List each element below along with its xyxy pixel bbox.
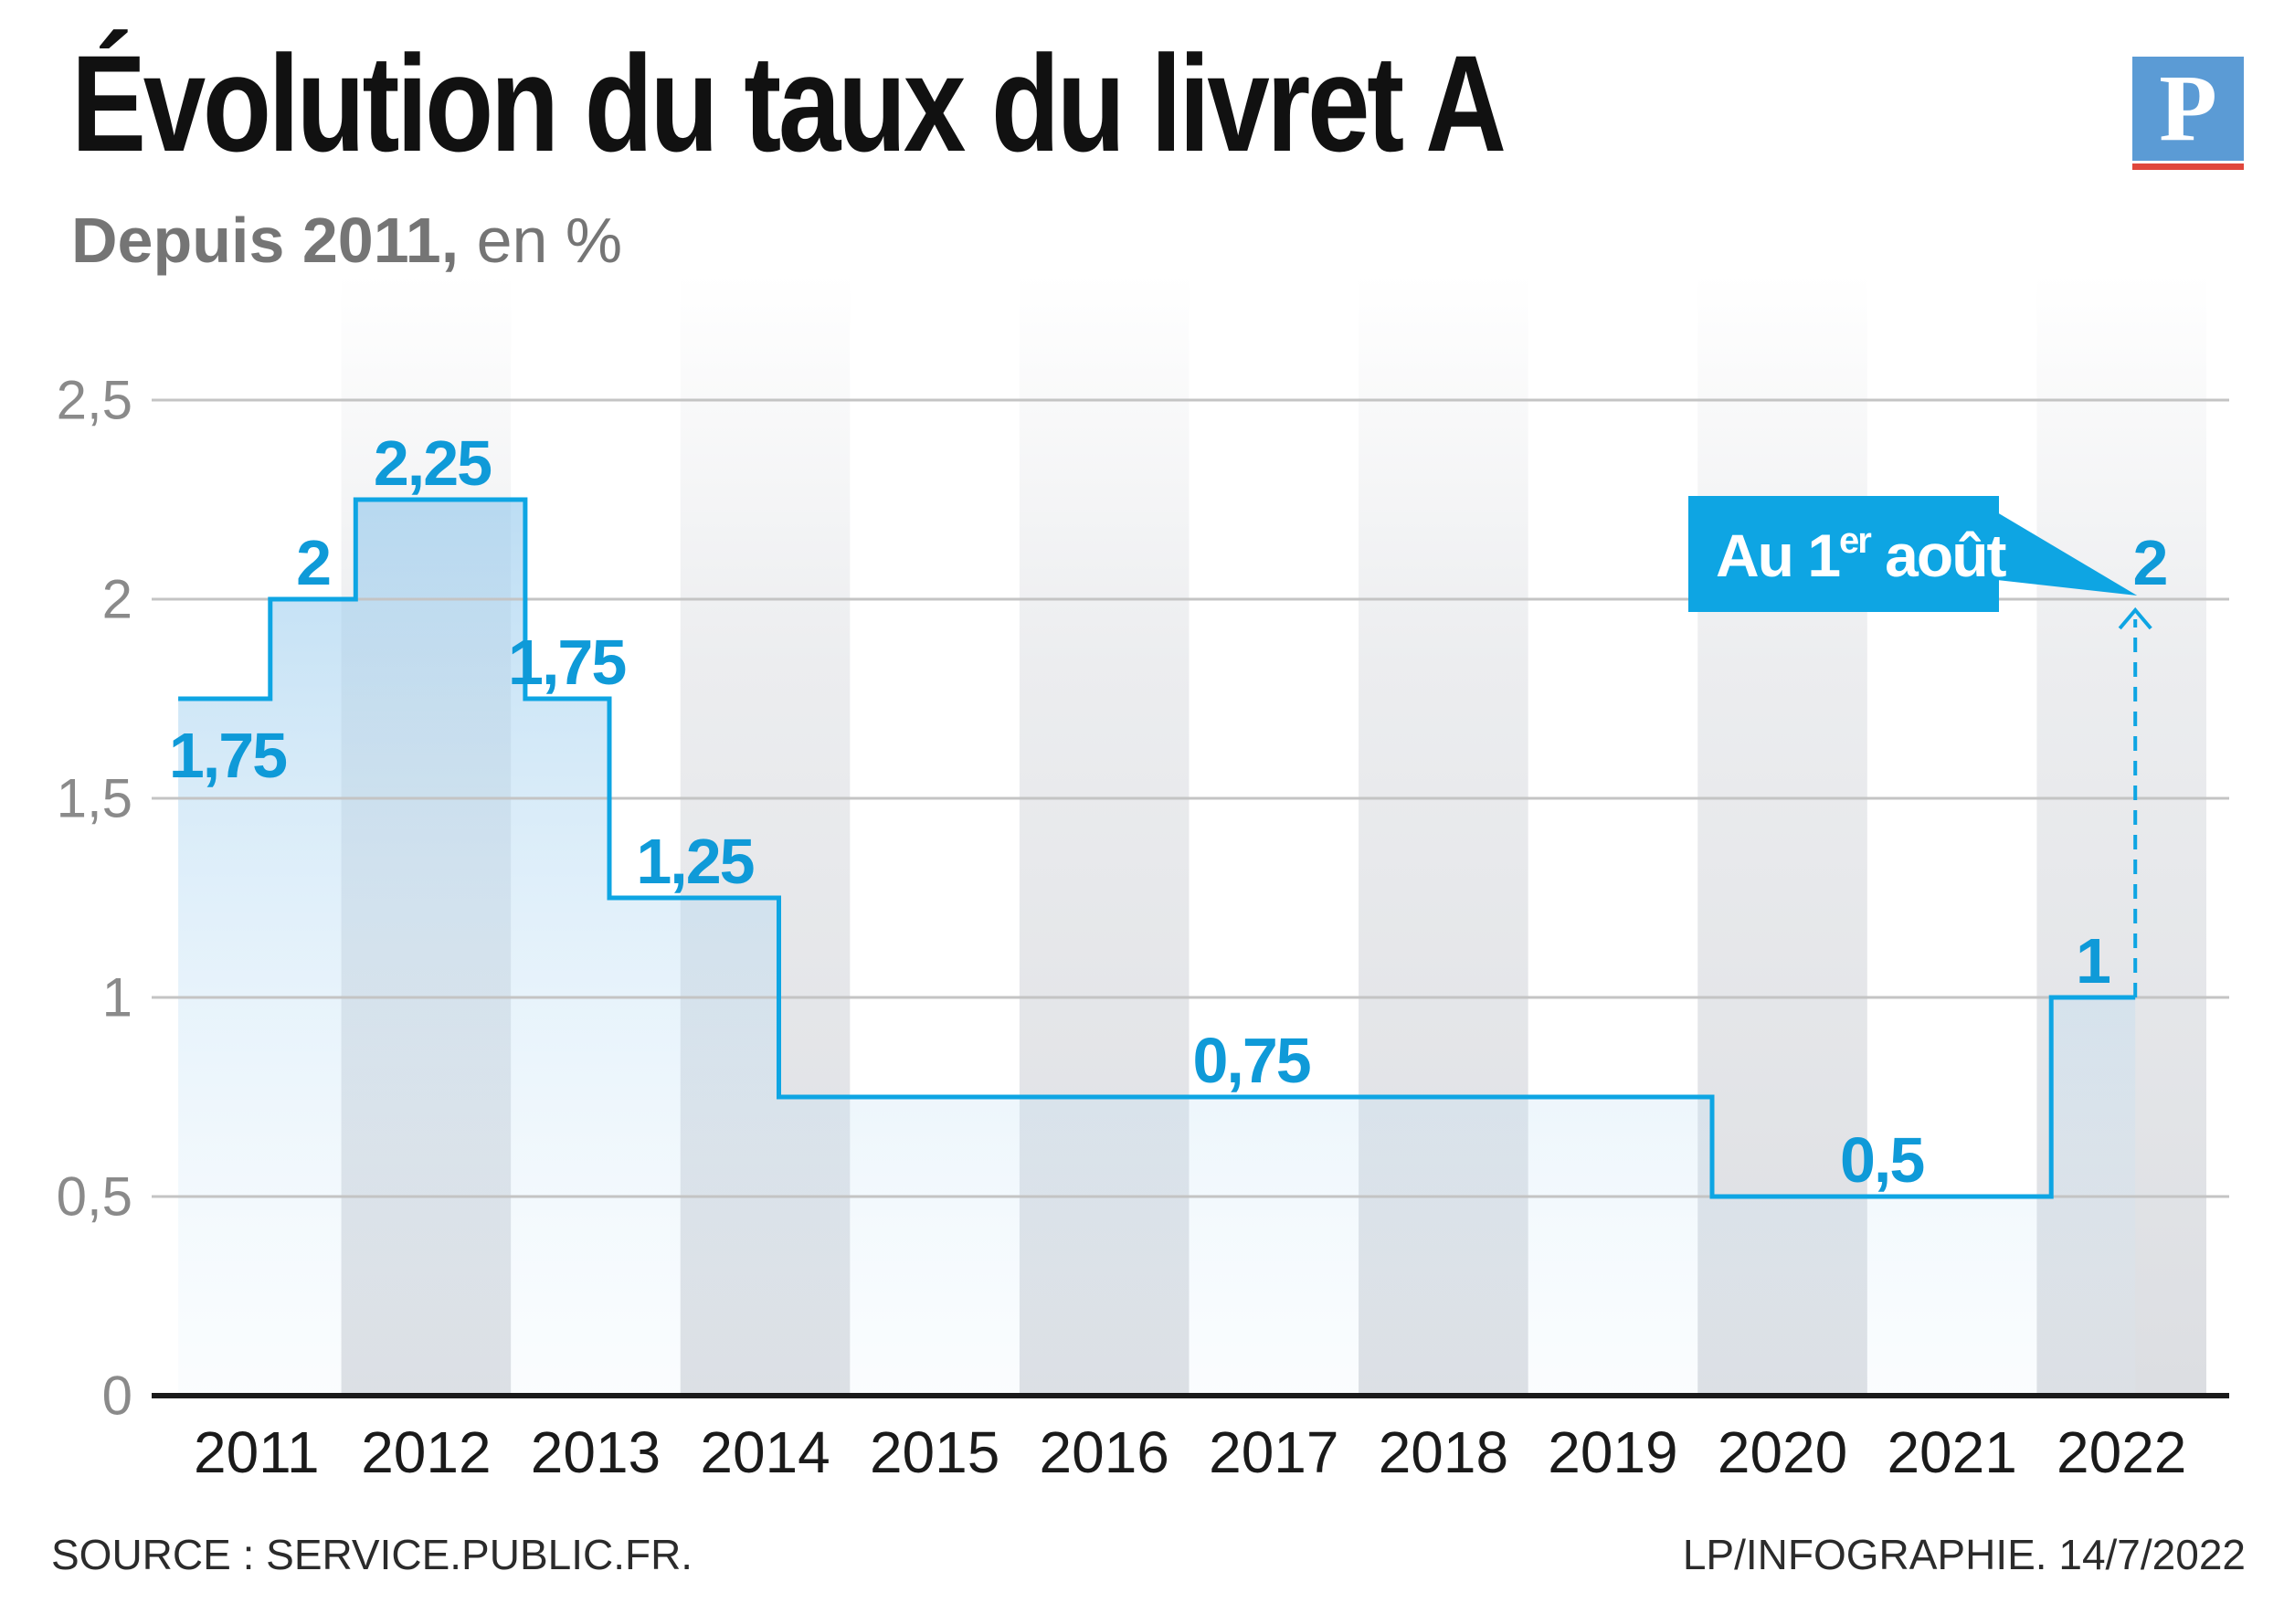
callout-text-end: août: [1870, 522, 2007, 589]
callout-pointer: [1997, 512, 2138, 596]
y-tick-label: 0: [102, 1366, 132, 1427]
x-tick-label: 2022: [2057, 1419, 2186, 1485]
projection-arrowhead: [2118, 606, 2152, 630]
callout-text: Au 1er août: [1716, 521, 2007, 589]
x-tick-label: 2017: [1209, 1419, 1338, 1485]
y-tick-label: 1: [102, 967, 132, 1028]
x-tick-labels: 2011 2012 2013 2014 2015 2016 2017 2018 2019 2020…: [194, 1419, 2186, 1485]
x-tick-label: 2015: [870, 1419, 999, 1485]
callout-text-main: Au 1: [1716, 522, 1839, 589]
data-label: 2,25: [374, 427, 491, 499]
data-label: 1: [2076, 925, 2110, 997]
y-tick-labels: 0 0,5 1 1,5 2 2,5: [57, 370, 132, 1427]
x-tick-label: 2021: [1887, 1419, 2016, 1485]
x-tick-label: 2018: [1379, 1419, 1508, 1485]
series-lines: [178, 497, 2152, 1199]
publisher-logo: P: [2132, 57, 2244, 161]
callout-box: [1688, 496, 1999, 612]
annotations: Au 1er août: [1688, 496, 2138, 612]
chart-title: Évolution du taux du livret A: [71, 26, 1507, 180]
x-tick-label: 2011: [194, 1419, 320, 1485]
y-tick-label: 2: [102, 569, 132, 630]
data-label: 1,75: [508, 627, 625, 698]
data-label: 0,75: [1193, 1025, 1310, 1096]
y-tick-label: 1,5: [57, 768, 132, 829]
subtitle-unit: en %: [459, 205, 623, 276]
data-label: 2: [2133, 527, 2167, 598]
subtitle-bold: Depuis 2011,: [71, 205, 460, 276]
publisher-logo-underline: [2132, 163, 2244, 170]
callout-text-superscript: er: [1839, 521, 1871, 561]
data-labels: 1,75 2 2,25 1,75 1,25 0,75 0,5 1 2: [169, 427, 2169, 1196]
y-tick-label: 0,5: [57, 1166, 132, 1228]
area-under-line: [178, 500, 2136, 1396]
y-tick-label: 2,5: [57, 370, 132, 431]
data-label: 1,25: [636, 826, 753, 897]
x-tick-label: 2013: [531, 1419, 661, 1485]
credit-note: LP/INFOGRAPHIE. 14/7/2022: [1682, 1531, 2246, 1578]
source-note: SOURCE : SERVICE.PUBLIC.FR.: [51, 1531, 693, 1578]
x-tick-label: 2016: [1040, 1419, 1169, 1485]
x-tick-label: 2014: [700, 1419, 830, 1485]
rate-step-line: [178, 497, 2136, 1199]
x-tick-label: 2020: [1718, 1419, 1847, 1485]
x-tick-label: 2012: [361, 1419, 491, 1485]
area-fill: [178, 500, 2136, 1396]
x-tick-label: 2019: [1548, 1419, 1677, 1485]
data-label: 0,5: [1840, 1124, 1923, 1196]
data-label: 2: [296, 527, 330, 598]
chart-subtitle: Depuis 2011, en %: [71, 199, 622, 281]
data-label: 1,75: [169, 720, 286, 791]
